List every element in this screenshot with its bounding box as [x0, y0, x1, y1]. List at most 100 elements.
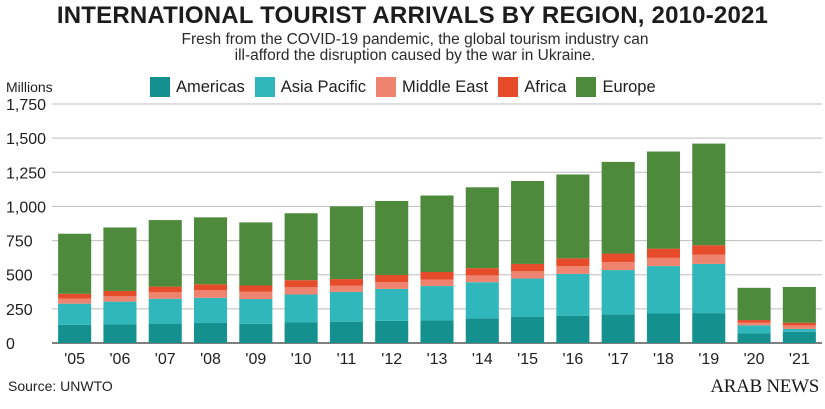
legend-swatch-europe	[576, 77, 597, 97]
bar-middle-east	[737, 322, 771, 326]
bar-europe	[148, 220, 182, 287]
bar-africa	[601, 253, 635, 263]
bar-middle-east	[646, 257, 681, 267]
x-tick-label: '07	[155, 351, 176, 368]
bar-africa	[329, 279, 363, 286]
legend-swatch-africa	[498, 77, 519, 97]
chart-subtitle: Fresh from the COVID-19 pandemic, the gl…	[181, 31, 649, 64]
legend-item-americas: Americas	[150, 77, 245, 97]
legend-label-americas: Americas	[176, 77, 245, 96]
y-axis: 0 250 500 750 1,000 1,250 1,500 1,750	[6, 97, 46, 353]
bar-africa	[284, 280, 318, 288]
bar-americas	[375, 320, 409, 343]
bar-africa	[692, 245, 726, 255]
bar-europe	[692, 143, 726, 246]
legend-item-africa: Africa	[498, 77, 566, 97]
y-tick-label: 500	[6, 268, 33, 285]
y-tick-label: 1,750	[6, 97, 46, 114]
bar-middle-east	[148, 292, 182, 299]
bar-asia-pacific	[782, 328, 816, 332]
bar-middle-east	[465, 275, 499, 283]
bar-africa	[556, 258, 590, 267]
bar-asia-pacific	[692, 263, 726, 314]
x-tick-label: '17	[608, 351, 629, 368]
bar-asia-pacific	[58, 303, 92, 325]
bar-europe	[782, 287, 816, 323]
bar-europe	[420, 195, 454, 272]
bar-europe	[329, 206, 363, 280]
bar-americas	[284, 322, 318, 343]
bar-americas	[58, 324, 92, 343]
bar-americas	[329, 321, 363, 343]
bar-asia-pacific	[646, 266, 681, 314]
bar-middle-east	[103, 296, 137, 302]
y-tick-label: 1,250	[6, 165, 46, 182]
bar-americas	[646, 313, 681, 343]
legend: Americas Asia Pacific Middle East Africa…	[150, 76, 666, 98]
bar-europe	[103, 227, 137, 291]
y-tick-label: 750	[6, 234, 33, 251]
bar-asia-pacific	[103, 301, 137, 325]
bar-europe	[556, 174, 590, 259]
bar-americas	[465, 318, 499, 343]
brand-logo: ARAB NEWS	[710, 376, 819, 397]
x-tick-label: '21	[789, 351, 810, 368]
bar-africa	[737, 320, 771, 323]
legend-swatch-asia-pacific	[254, 77, 275, 97]
bar-middle-east	[782, 325, 816, 329]
bar-middle-east	[511, 271, 545, 279]
bar-americas	[148, 323, 182, 343]
x-tick-label: '12	[381, 351, 402, 368]
legend-item-middle-east: Middle East	[376, 77, 488, 97]
bar-middle-east	[58, 298, 92, 304]
bar-middle-east	[284, 287, 318, 295]
bar-africa	[782, 322, 816, 326]
y-tick-label: 250	[6, 302, 33, 319]
bar-asia-pacific	[148, 298, 182, 324]
legend-swatch-americas	[150, 77, 170, 97]
bar-asia-pacific	[420, 286, 454, 321]
bar-africa	[103, 290, 137, 297]
x-tick-label: '18	[653, 351, 674, 368]
bar-americas	[103, 324, 137, 343]
legend-label-asia-pacific: Asia Pacific	[280, 77, 367, 96]
legend-label-europe: Europe	[602, 77, 656, 96]
x-tick-label: '19	[698, 351, 719, 368]
bar-asia-pacific	[375, 288, 409, 321]
bar-middle-east	[239, 291, 273, 300]
bar-asia-pacific	[284, 294, 318, 323]
bar-middle-east	[601, 262, 635, 271]
bar-europe	[193, 217, 228, 285]
y-tick-label: 1,000	[6, 199, 46, 216]
bar-africa	[465, 268, 499, 276]
legend-swatch-middle-east	[376, 77, 397, 97]
bar-europe	[601, 161, 635, 254]
bar-africa	[646, 248, 681, 258]
bar-europe	[465, 187, 499, 269]
bar-europe	[284, 213, 318, 281]
bar-asia-pacific	[601, 270, 635, 315]
y-tick-label: 0	[6, 336, 15, 353]
x-tick-label: '16	[562, 351, 583, 368]
bar-americas	[782, 331, 816, 343]
bar-africa	[148, 286, 182, 293]
bar-americas	[556, 315, 590, 343]
bar-middle-east	[556, 266, 590, 274]
bar-asia-pacific	[556, 273, 590, 316]
bar-europe	[375, 200, 409, 275]
x-tick-label: '11	[337, 351, 357, 368]
x-tick-label: '15	[517, 351, 538, 368]
legend-label-africa: Africa	[524, 77, 567, 96]
bar-asia-pacific	[465, 282, 499, 319]
bar-asia-pacific	[329, 291, 363, 322]
x-tick-label: '10	[291, 351, 312, 368]
bar-americas	[239, 323, 273, 343]
x-tick-label: '14	[472, 351, 493, 368]
x-tick-label: '09	[245, 351, 266, 368]
legend-item-asia-pacific: Asia Pacific	[254, 77, 367, 97]
legend-label-middle-east: Middle East	[402, 77, 489, 96]
bar-africa	[420, 271, 454, 280]
x-tick-label: '08	[200, 351, 221, 368]
bar-americas	[511, 316, 545, 343]
